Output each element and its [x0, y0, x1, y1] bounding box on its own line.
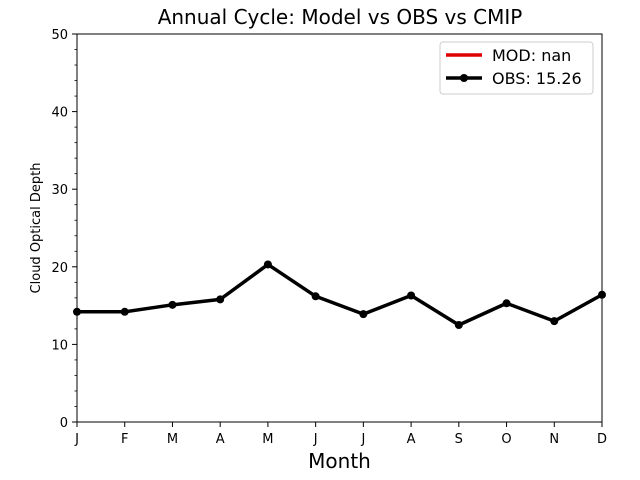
x-tick-label: F — [121, 432, 128, 447]
x-tick-label: D — [597, 432, 607, 447]
y-tick-label: 20 — [51, 261, 68, 276]
y-axis-label: Cloud Optical Depth — [29, 163, 44, 294]
data-point — [120, 307, 129, 316]
y-axis-ticks: 0 10 20 30 40 50 — [51, 28, 77, 431]
y-tick-label: 30 — [51, 183, 68, 198]
x-tick-label: A — [216, 432, 225, 447]
x-tick-label: O — [501, 432, 511, 447]
plot-frame — [76, 33, 603, 423]
y-tick-label: 0 — [60, 416, 68, 431]
data-point — [216, 295, 225, 304]
legend: MOD: nan OBS: 15.26 — [439, 41, 594, 95]
x-axis-label: Month — [308, 449, 371, 473]
legend-marker-obs — [460, 74, 468, 82]
data-point — [454, 321, 463, 329]
x-tick-label: N — [549, 432, 559, 447]
x-tick-label: M — [167, 432, 178, 447]
y-tick-label: 10 — [51, 338, 68, 353]
y-tick-label: 50 — [51, 28, 68, 43]
x-tick-label: J — [313, 432, 318, 447]
series-layer — [73, 260, 606, 329]
x-tick-label: M — [262, 432, 273, 447]
data-point — [550, 317, 559, 326]
x-tick-label: J — [74, 432, 79, 447]
series-line-1 — [77, 262, 603, 327]
y-tick-label: 40 — [51, 106, 68, 121]
chart-title: Annual Cycle: Model vs OBS vs CMIP — [158, 5, 523, 29]
data-point — [407, 291, 416, 300]
x-tick-label: A — [407, 432, 416, 447]
data-point — [502, 299, 511, 308]
legend-label-mod: MOD: nan — [492, 46, 571, 65]
data-point — [359, 310, 368, 319]
data-point — [311, 292, 320, 301]
x-tick-label: J — [360, 432, 365, 447]
data-point — [168, 300, 177, 309]
x-tick-label: S — [455, 432, 463, 447]
legend-label-obs: OBS: 15.26 — [492, 69, 582, 88]
data-point — [263, 260, 272, 269]
